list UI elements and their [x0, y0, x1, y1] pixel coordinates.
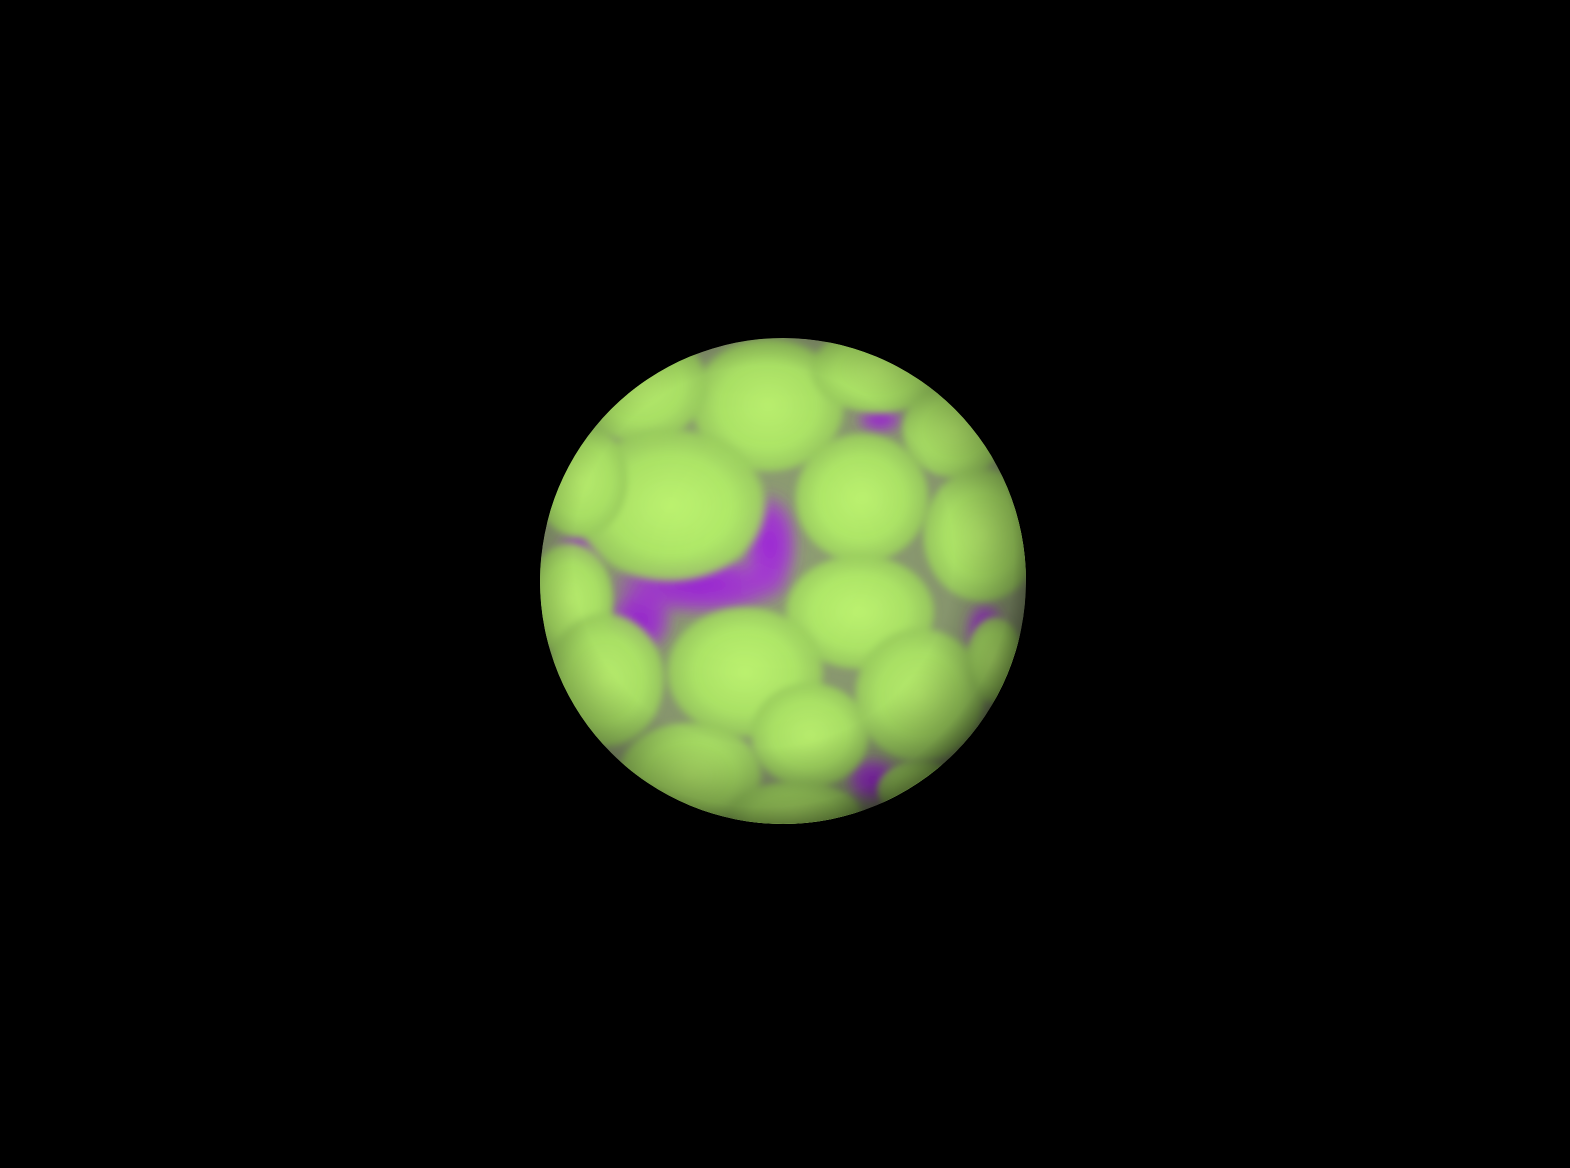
- sphere-shading: [540, 338, 1026, 824]
- sphere: [540, 338, 1026, 824]
